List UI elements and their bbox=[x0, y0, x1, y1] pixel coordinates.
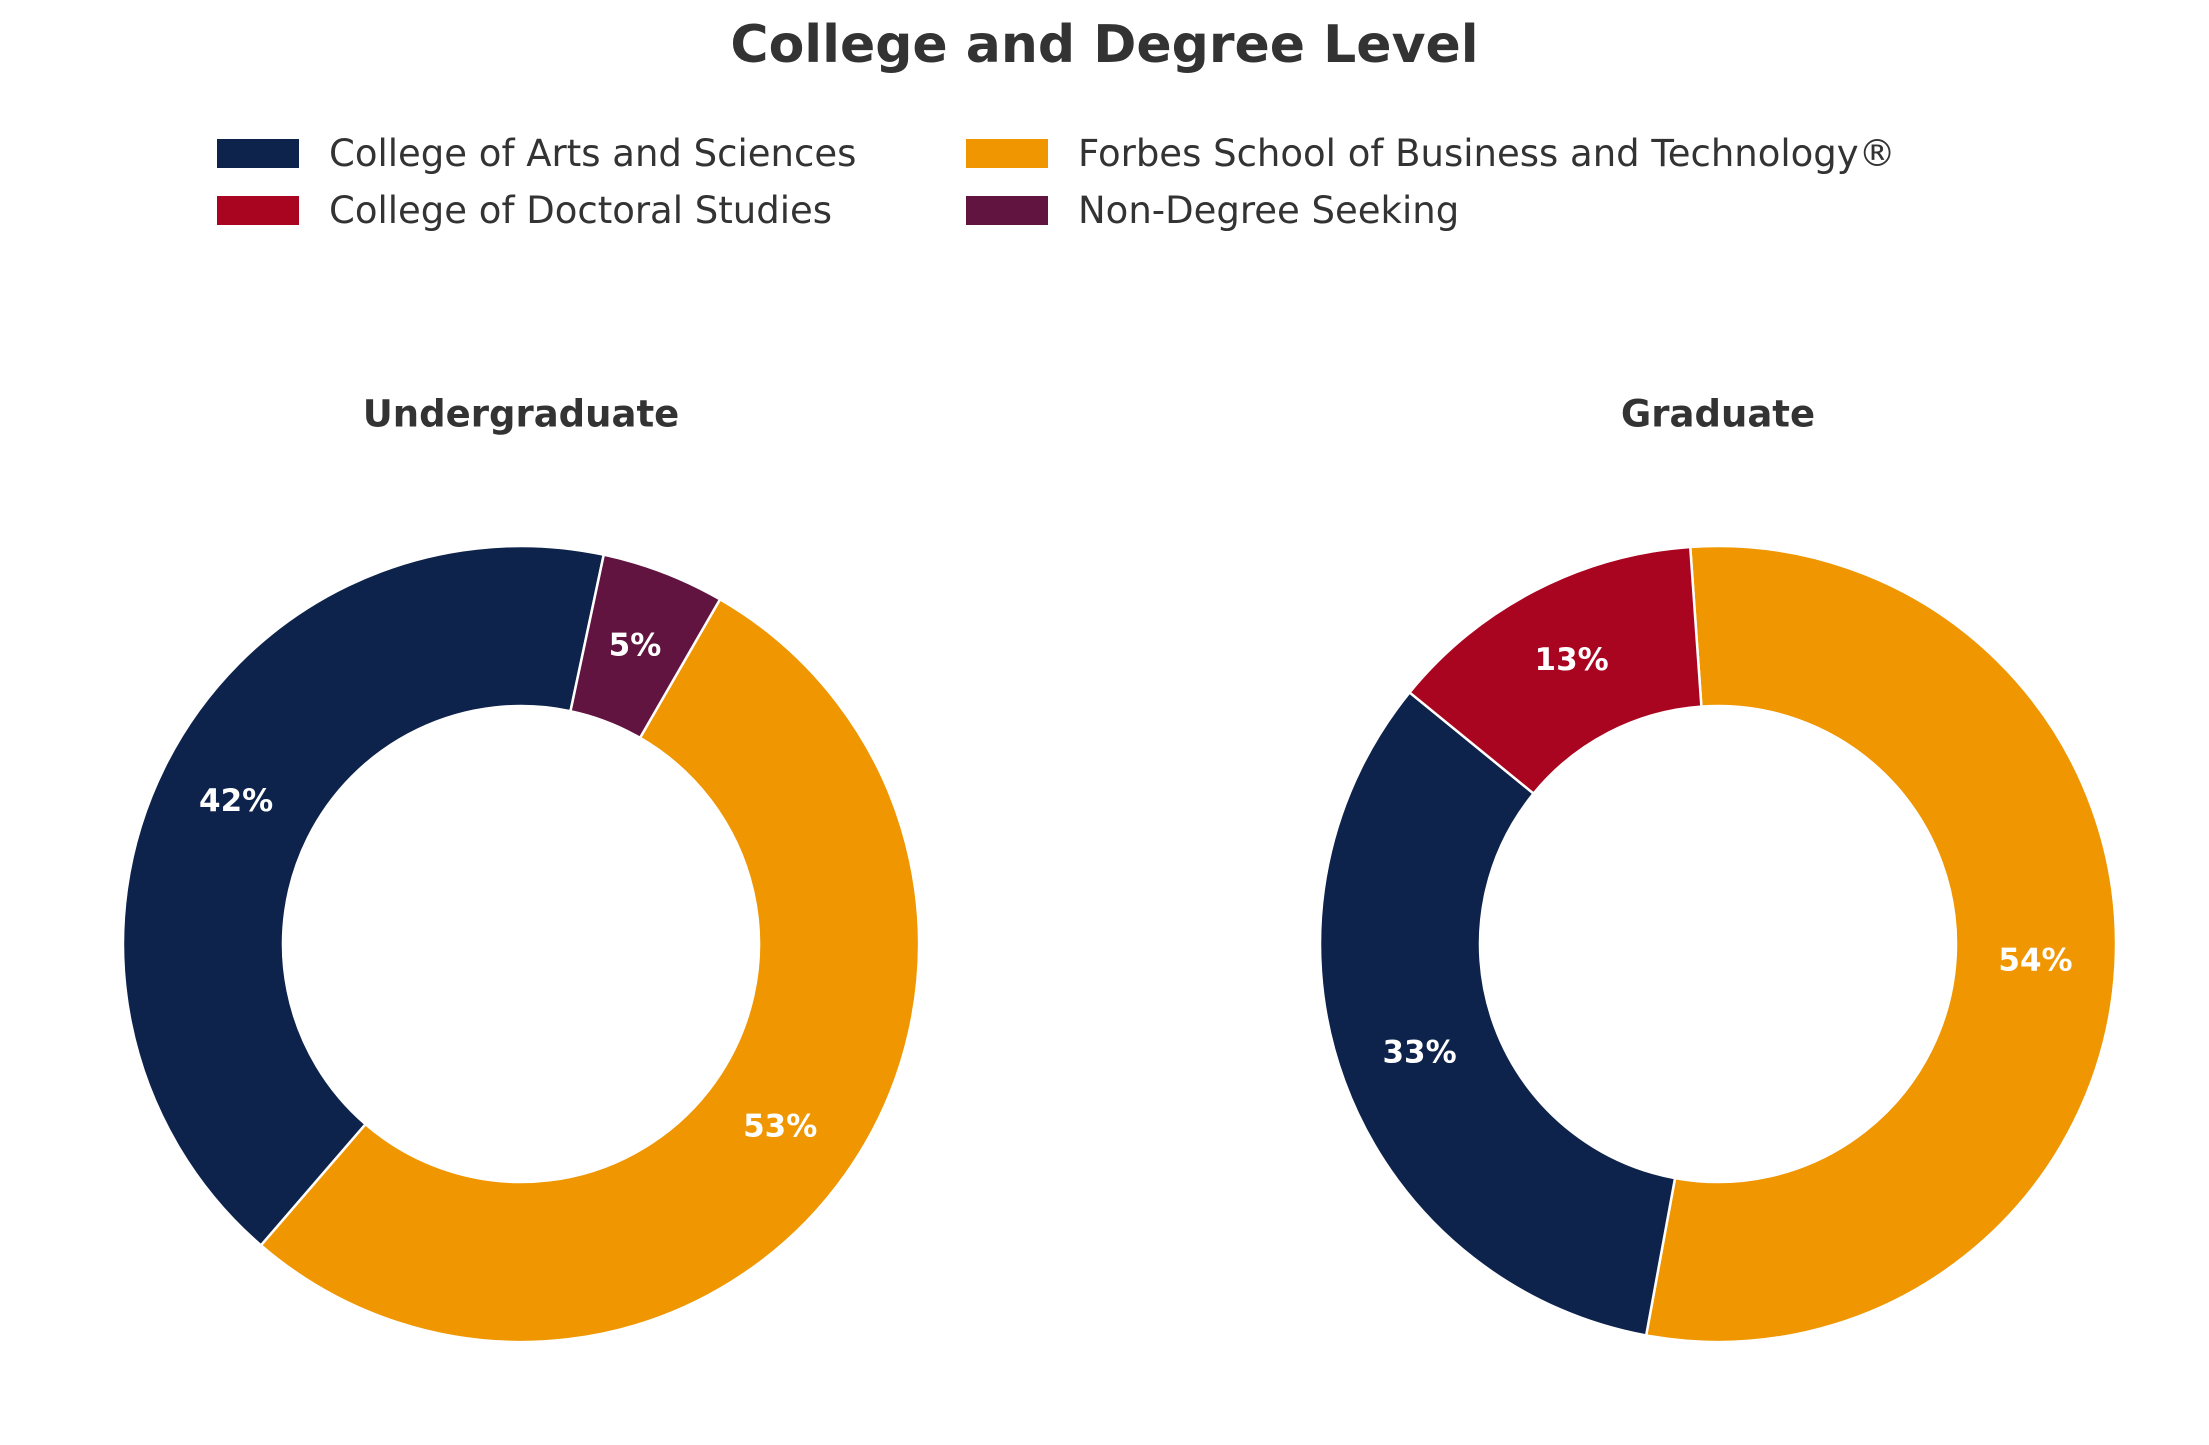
legend-swatch bbox=[966, 138, 1048, 168]
legend: College of Arts and Sciences College of … bbox=[0, 0, 2209, 240]
subplot-title: Undergraduate bbox=[363, 393, 680, 436]
slice-forbes-school-of-business-and-technology bbox=[259, 597, 921, 1344]
slice-label-college-of-arts-and-sciences: 42% bbox=[199, 783, 273, 819]
slice-college-of-doctoral-studies bbox=[1407, 545, 1703, 796]
slice-college-of-arts-and-sciences bbox=[121, 544, 606, 1248]
slice-label-forbes-school-of-business-and-technology: 53% bbox=[743, 1109, 817, 1145]
legend-label: College of Arts and Sciences bbox=[329, 131, 857, 175]
legend-label: Non-Degree Seeking bbox=[1078, 188, 1460, 232]
donut-graduate: Graduate 54% 33% 13% bbox=[1318, 393, 2118, 1344]
legend-swatch bbox=[966, 195, 1048, 225]
legend-label: Forbes School of Business and Technology… bbox=[1078, 131, 1896, 175]
legend-item-arts-sciences: College of Arts and Sciences bbox=[217, 128, 856, 178]
slice-label-college-of-doctoral-studies: 13% bbox=[1535, 642, 1609, 678]
legend-swatch bbox=[217, 195, 299, 225]
legend-item-doctoral-studies: College of Doctoral Studies bbox=[217, 185, 832, 235]
slice-college-of-arts-and-sciences bbox=[1318, 690, 1677, 1337]
subplot-title: Graduate bbox=[1621, 393, 1815, 436]
chart-title: College and Degree Level bbox=[730, 15, 1479, 75]
slice-forbes-school-of-business-and-technology bbox=[1644, 544, 2118, 1344]
slice-label-forbes-school-of-business-and-technology: 54% bbox=[1998, 942, 2072, 978]
legend-item-forbes-school: Forbes School of Business and Technology… bbox=[966, 128, 1896, 178]
slice-label-college-of-arts-and-sciences: 33% bbox=[1382, 1034, 1456, 1070]
slice-label-non-degree-seeking: 5% bbox=[609, 628, 662, 664]
legend-label: College of Doctoral Studies bbox=[329, 188, 833, 232]
legend-swatch bbox=[217, 138, 299, 168]
legend-item-non-degree: Non-Degree Seeking bbox=[966, 185, 1459, 235]
donut-undergraduate: Undergraduate 53% 42% 5% bbox=[121, 393, 921, 1344]
slice-non-degree-seeking bbox=[569, 553, 722, 740]
